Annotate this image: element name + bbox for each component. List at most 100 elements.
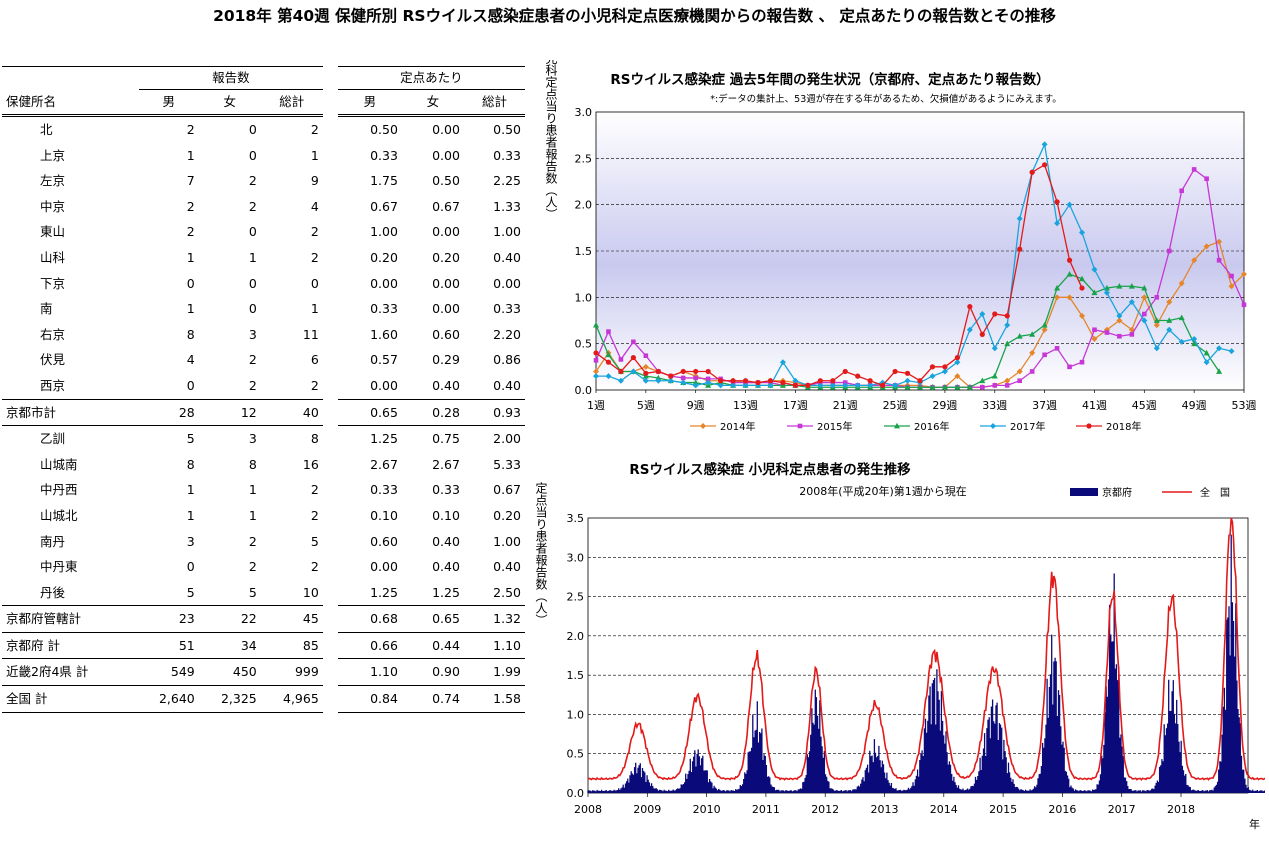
legend-label: 2016年 <box>914 420 949 433</box>
data-point <box>954 373 961 380</box>
data-point <box>979 377 986 384</box>
data-point <box>593 373 599 380</box>
data-point <box>1092 327 1097 333</box>
data-point <box>954 354 960 361</box>
table-row: 山城北 1 1 2 0.10 0.10 0.20 <box>2 503 525 529</box>
table-cell-gap <box>323 503 338 529</box>
table-cell-name: 北 <box>2 113 139 143</box>
data-point <box>1091 289 1098 296</box>
table-cell-total: 6 <box>310 352 319 368</box>
header-reports: 報告数 <box>138 66 323 90</box>
data-point <box>1041 321 1048 328</box>
data-point <box>1203 243 1210 250</box>
data-point <box>1191 340 1198 347</box>
data-point <box>1016 333 1023 339</box>
data-point <box>1004 313 1010 319</box>
table-row: 山科 1 1 2 0.20 0.20 0.40 <box>2 245 525 271</box>
table-cell-gap <box>323 580 338 606</box>
data-point <box>904 377 911 384</box>
data-point <box>643 353 649 359</box>
data-point <box>941 384 948 390</box>
table-cell-per-total: 1.32 <box>463 605 525 633</box>
x-tick-label: 2013 <box>871 803 899 816</box>
table-cell-male: 8 <box>186 326 195 342</box>
table-cell-total: 1 <box>310 301 319 317</box>
x-tick-label: 17週 <box>783 399 808 412</box>
data-point <box>1054 346 1060 351</box>
data-point <box>1029 349 1036 356</box>
table-cell-per-total: 1.58 <box>463 685 525 713</box>
table-row: 上京 1 0 1 0.33 0.00 0.33 <box>2 143 525 169</box>
data-point <box>1141 317 1148 324</box>
data-point <box>1216 368 1223 374</box>
data-point <box>1029 369 1035 374</box>
data-point <box>967 304 973 310</box>
table-cell-male: 5 <box>186 584 195 600</box>
data-point <box>979 311 986 318</box>
data-point <box>817 382 824 389</box>
data-point <box>1079 275 1085 282</box>
table-cell-per-total: 0.40 <box>493 377 521 393</box>
table-cell-male: 1 <box>186 147 195 163</box>
table-cell-per-male: 1.75 <box>370 173 398 189</box>
table-cell-male: 7 <box>186 173 195 189</box>
table-cell-per-total: 0.40 <box>493 249 521 265</box>
table-row: 左京 7 2 9 1.75 0.50 2.25 <box>2 168 525 194</box>
table-cell-per-female: 2.67 <box>432 456 460 472</box>
legend-label: 2017年 <box>1010 420 1045 433</box>
table-cell-per-female: 0.50 <box>432 173 460 189</box>
table-row: 京都府管轄計 23 22 45 0.68 0.65 1.32 <box>2 605 525 633</box>
table-cell-female: 2 <box>248 559 257 575</box>
x-tick-label: 2015 <box>989 803 1017 816</box>
column-header-name: 保健所名 <box>6 93 57 109</box>
table-cell-per-male: 0.20 <box>370 249 398 265</box>
table-row: 山城南 8 8 16 2.67 2.67 5.33 <box>2 452 525 478</box>
data-point <box>817 378 823 384</box>
table-cell-name: 京都市計 <box>2 398 139 426</box>
data-point <box>1203 349 1210 356</box>
data-point <box>606 329 611 334</box>
table-cell-total: 1 <box>310 147 319 163</box>
table-cell-per-total: 0.33 <box>493 147 521 163</box>
y-tick-label: 1.0 <box>575 291 593 304</box>
data-point <box>1054 199 1060 205</box>
data-point <box>680 379 687 386</box>
column-header-male: 男 <box>138 89 199 116</box>
data-point <box>805 382 811 388</box>
five-year-y-axis-label: 小児科定点当り患者報告数（人） <box>544 60 558 220</box>
column-header-per-male: 男 <box>337 89 402 116</box>
data-point <box>992 383 998 388</box>
national-line <box>587 517 1265 781</box>
y-tick-label: 2.5 <box>567 591 585 604</box>
data-point <box>1016 368 1023 375</box>
table-cell-total: 2 <box>310 377 319 393</box>
series-line-2017年 <box>596 142 1232 387</box>
data-point <box>792 377 799 384</box>
five-year-chart: RSウイルス感染症 過去5年間の発生状況（京都府、定点あたり報告数） *:データ… <box>544 60 1257 433</box>
table-cell-female: 5 <box>248 584 257 600</box>
data-point <box>929 384 936 390</box>
data-point <box>966 326 973 333</box>
data-point <box>1079 229 1085 236</box>
legend-marker <box>700 423 706 429</box>
data-point <box>1128 326 1135 333</box>
data-point <box>742 382 749 389</box>
table-cell-per-male: 0.68 <box>337 605 402 633</box>
table-cell-total: 5 <box>310 533 319 549</box>
table-cell-per-male: 0.33 <box>370 147 398 163</box>
data-point <box>1004 377 1011 384</box>
five-year-chart-title: RSウイルス感染症 過去5年間の発生状況（京都府、定点あたり報告数） <box>610 71 1049 88</box>
table-cell-male: 0 <box>186 377 195 393</box>
data-point <box>842 368 848 375</box>
table-cell-name: 中丹東 <box>40 559 78 575</box>
data-point <box>1004 340 1011 347</box>
table-cell-per-female: 0.67 <box>432 198 460 214</box>
table-cell-total: 999 <box>260 658 323 686</box>
data-point <box>1154 295 1160 300</box>
table-cell-female: 1 <box>248 249 257 265</box>
table-row: 中丹東 0 2 2 0.00 0.40 0.40 <box>2 554 525 580</box>
data-point <box>655 377 662 384</box>
column-header-female: 女 <box>198 89 261 116</box>
series-line-2018年 <box>595 163 1083 387</box>
table-cell-total: 4,965 <box>260 685 323 713</box>
